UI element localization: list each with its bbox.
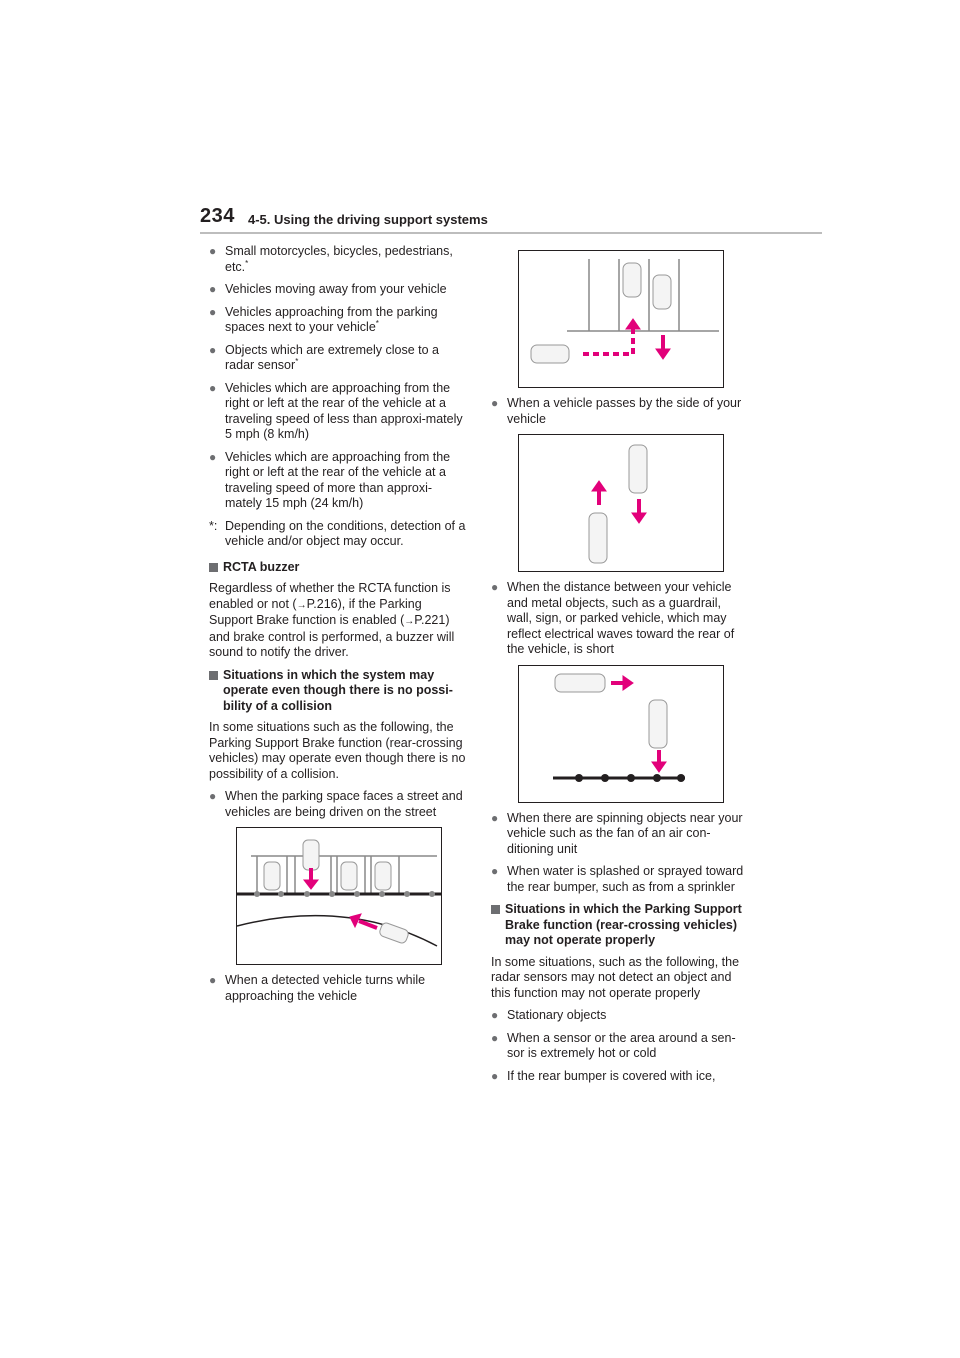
square-bullet-icon — [491, 905, 500, 914]
list-item: ● When the distance between your vehicle… — [491, 580, 735, 656]
bullet-icon: ● — [491, 1030, 499, 1045]
arrow-right-icon: → — [296, 599, 307, 611]
list-item: ● Vehicles which are approaching from th… — [209, 449, 451, 511]
street-parking-illustration — [236, 827, 442, 965]
footnote: *: Depending on the conditions, detectio… — [209, 519, 467, 550]
bullet-icon: ● — [491, 864, 499, 878]
bullet-icon: ● — [491, 1068, 499, 1083]
list-item: ● Vehicles approaching from the parking … — [209, 304, 438, 335]
list-item: ● Objects which are extremely close to a… — [209, 342, 439, 373]
bullet-icon: ● — [209, 282, 217, 296]
bullet-icon: ● — [209, 244, 217, 258]
list-item: ● Vehicles which are approaching from th… — [209, 380, 463, 442]
header-rule — [200, 232, 822, 234]
list-item: ● When the parking space faces a street … — [209, 789, 463, 819]
rcta-buzzer-heading: RCTA buzzer — [209, 560, 467, 576]
not-operate-heading: Situations in which the Parking Support … — [491, 902, 749, 949]
page-number: 234 — [200, 205, 235, 227]
square-bullet-icon — [209, 562, 218, 572]
bullet-icon: ● — [209, 304, 217, 319]
situations-heading: Situations in which the system may opera… — [209, 668, 467, 715]
bullet-icon: ● — [209, 973, 217, 987]
passing-vehicle-illustration — [518, 250, 724, 388]
list-item: ● If the rear bumper is covered with ice… — [491, 1068, 716, 1083]
right-column: ● When a vehicle passes by the side of y… — [491, 250, 749, 1091]
bullet-icon: ● — [491, 810, 499, 825]
not-operate-paragraph: In some situations, such as the followin… — [491, 954, 740, 1000]
bullet-icon: ● — [209, 380, 217, 395]
list-item: ● When a detected vehicle turns while ap… — [209, 973, 426, 1003]
page-reference-link[interactable]: P.216 — [306, 596, 338, 611]
list-item: ● Small motorcycles, bicycles, pedestria… — [209, 244, 453, 274]
side-passing-illustration — [518, 434, 724, 572]
list-item: ● Vehicles moving away from your vehicle — [209, 282, 447, 296]
list-item: ● When water is splashed or sprayed towa… — [491, 864, 744, 894]
bullet-icon: ● — [209, 449, 217, 464]
bullet-icon: ● — [491, 580, 499, 594]
arrow-right-icon: → — [404, 616, 415, 627]
page-reference-link[interactable]: P.221 — [414, 613, 446, 627]
bullet-icon: ● — [491, 396, 499, 410]
left-column: ● Small motorcycles, bicycles, pedestria… — [209, 244, 467, 1011]
rcta-paragraph: Regardless of whether the RCTA function … — [209, 581, 455, 659]
footnote-text: Depending on the conditions, detection o… — [225, 518, 466, 549]
list-item: ● When there are spinning objects near y… — [491, 810, 743, 856]
bullet-icon: ● — [491, 1008, 499, 1022]
guardrail-illustration — [518, 664, 724, 803]
bullet-icon: ● — [209, 789, 217, 803]
square-bullet-icon — [209, 670, 218, 680]
bullet-icon: ● — [209, 342, 217, 357]
list-item: ● Stationary objects — [491, 1008, 607, 1022]
list-item: ● When a vehicle passes by the side of y… — [491, 396, 742, 426]
section-title: 4-5. Using the driving support systems — [248, 212, 488, 227]
footnote-mark: *: — [209, 518, 218, 533]
list-item: ● When a sensor or the area around a sen… — [491, 1030, 736, 1061]
situations-paragraph: In some situations such as the following… — [209, 720, 466, 781]
